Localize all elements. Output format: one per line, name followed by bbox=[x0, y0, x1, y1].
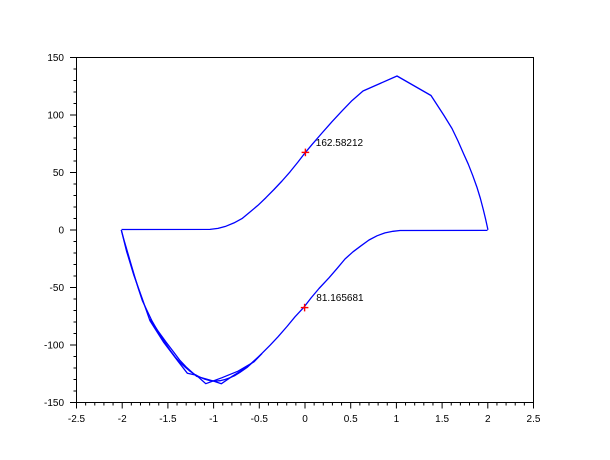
svg-text:100: 100 bbox=[47, 111, 64, 122]
svg-text:2.5: 2.5 bbox=[527, 414, 541, 425]
svg-text:0: 0 bbox=[302, 414, 308, 425]
svg-text:2: 2 bbox=[485, 414, 491, 425]
svg-text:150: 150 bbox=[47, 53, 64, 64]
svg-text:81.165681: 81.165681 bbox=[316, 293, 364, 304]
svg-text:50: 50 bbox=[53, 168, 65, 179]
svg-text:-150: -150 bbox=[44, 398, 64, 409]
svg-text:-50: -50 bbox=[50, 283, 65, 294]
svg-text:-1.5: -1.5 bbox=[159, 414, 177, 425]
svg-text:-100: -100 bbox=[44, 341, 64, 352]
svg-text:1: 1 bbox=[394, 414, 400, 425]
svg-text:-2: -2 bbox=[118, 414, 127, 425]
svg-text:-0.5: -0.5 bbox=[251, 414, 269, 425]
svg-text:-2.5: -2.5 bbox=[68, 414, 86, 425]
svg-text:0: 0 bbox=[58, 226, 64, 237]
svg-text:1.5: 1.5 bbox=[435, 414, 449, 425]
svg-text:162.58212: 162.58212 bbox=[316, 138, 364, 149]
svg-text:-1: -1 bbox=[209, 414, 218, 425]
svg-text:0.5: 0.5 bbox=[344, 414, 358, 425]
